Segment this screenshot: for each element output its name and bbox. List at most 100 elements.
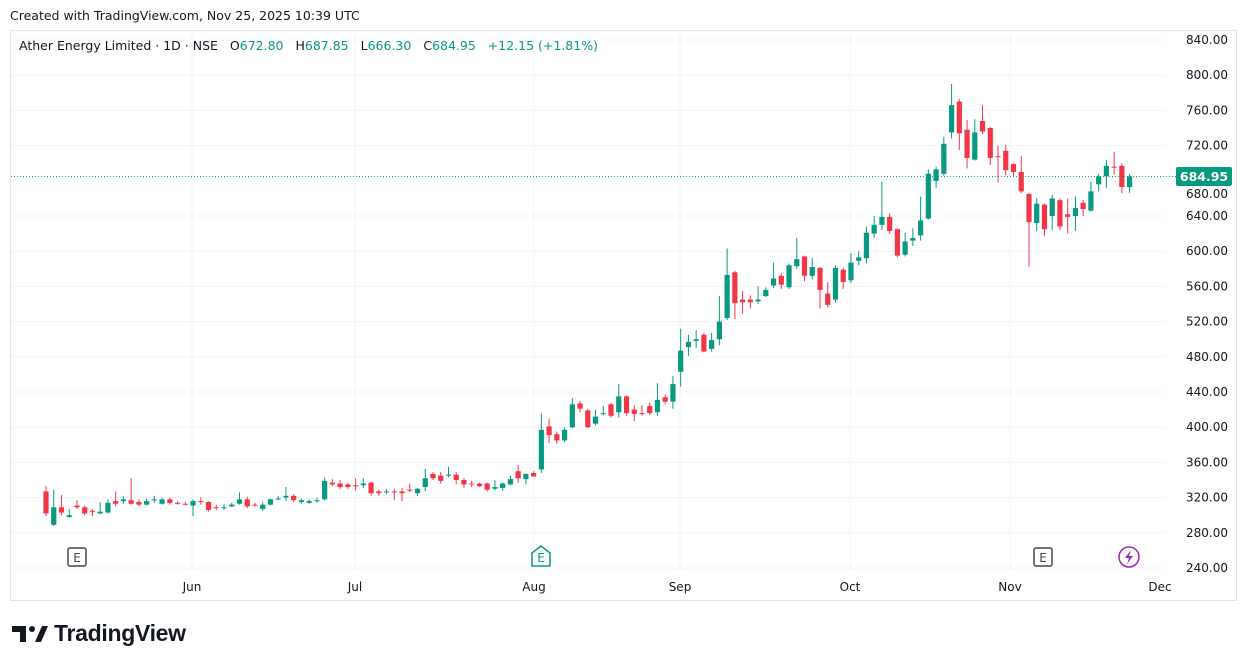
- candle-body: [1018, 172, 1024, 192]
- candle-body: [956, 101, 962, 134]
- candle-body: [863, 232, 870, 259]
- candle-up: [105, 499, 111, 514]
- candle-up: [948, 84, 955, 139]
- candle-body: [182, 503, 188, 505]
- candle-body: [314, 500, 320, 502]
- candle-body: [817, 267, 823, 290]
- candle-up: [383, 488, 390, 495]
- candle-up: [1096, 173, 1102, 192]
- candle-body: [159, 499, 165, 504]
- candle-down: [469, 480, 475, 488]
- candle-body: [507, 479, 513, 485]
- candle-up: [306, 499, 312, 504]
- candle-body: [979, 120, 986, 132]
- candle-up: [151, 495, 157, 503]
- candle-body: [647, 406, 653, 414]
- candle-up: [856, 251, 862, 266]
- candle-body: [763, 289, 769, 297]
- candle-down: [484, 482, 490, 492]
- candle-body: [144, 501, 150, 505]
- earnings-icon[interactable]: E: [1033, 547, 1053, 567]
- candle-body: [716, 321, 722, 340]
- candle-up: [670, 376, 676, 409]
- candle-up: [910, 228, 916, 246]
- candle-body: [97, 511, 103, 514]
- candle-body: [554, 434, 560, 441]
- earnings-label: E: [537, 551, 545, 565]
- candle-up: [190, 499, 196, 517]
- candle-body: [1034, 203, 1040, 224]
- candle-down: [252, 502, 258, 507]
- candle-up: [500, 482, 506, 491]
- candle-down: [662, 394, 668, 405]
- candle-body: [972, 132, 978, 160]
- candle-body: [531, 472, 537, 477]
- candle-body: [964, 129, 970, 158]
- candle-down: [1026, 193, 1032, 268]
- candle-body: [337, 483, 343, 488]
- lightning-icon[interactable]: [1118, 546, 1140, 568]
- candle-body: [1111, 166, 1117, 168]
- candle-body: [856, 257, 862, 261]
- candle-up: [144, 498, 150, 506]
- candle-up: [770, 262, 777, 289]
- candle-down: [747, 295, 753, 309]
- candle-down: [198, 497, 204, 505]
- candle-up: [755, 286, 761, 304]
- candle-up: [600, 406, 606, 416]
- candle-body: [438, 475, 444, 481]
- candle-body: [639, 413, 645, 415]
- candle-down: [453, 472, 459, 485]
- candle-body: [670, 384, 676, 402]
- candle-up: [1088, 181, 1094, 212]
- candle-down: [1065, 198, 1071, 234]
- open-label: O: [229, 38, 240, 53]
- candle-down: [74, 500, 80, 510]
- y-tick-label: 760.00: [1186, 103, 1228, 117]
- candle-up: [848, 252, 854, 283]
- candle-down: [554, 431, 560, 444]
- x-tick-label: Dec: [1148, 580, 1171, 594]
- candle-up: [360, 478, 366, 488]
- candle-down: [894, 228, 900, 258]
- candle-body: [453, 474, 459, 480]
- y-tick-label: 240.00: [1186, 561, 1228, 575]
- candle-down: [174, 501, 181, 505]
- earnings-label: E: [73, 551, 81, 565]
- candle-down: [515, 465, 521, 483]
- candle-body: [469, 483, 475, 485]
- candle-body: [902, 241, 908, 255]
- tradingview-logo[interactable]: TradingView: [12, 620, 186, 647]
- candle-body: [894, 229, 900, 256]
- candle-down: [647, 402, 653, 415]
- candle-up: [538, 413, 544, 473]
- candle-body: [701, 334, 707, 352]
- candle-body: [190, 501, 196, 506]
- candle-down: [631, 405, 637, 422]
- candle-body: [151, 499, 157, 501]
- candle-up: [763, 287, 769, 297]
- earnings-icon[interactable]: E: [531, 545, 551, 567]
- y-tick-label: 320.00: [1186, 491, 1228, 505]
- candle-up: [523, 473, 529, 485]
- time-axis: Jun Jul Aug Sep Oct Nov Dec: [182, 580, 1172, 594]
- candle-up: [229, 502, 235, 508]
- candle-body: [1041, 204, 1048, 230]
- candle-down: [1010, 163, 1017, 177]
- candle-down: [345, 482, 351, 489]
- candle-body: [592, 416, 599, 424]
- candle-down: [182, 502, 188, 506]
- candle-body: [391, 491, 397, 493]
- candle-body: [832, 267, 839, 300]
- candle-body: [383, 491, 390, 493]
- candle-body: [1003, 150, 1009, 171]
- candle-up: [693, 330, 699, 348]
- x-tick-label: Oct: [840, 580, 861, 594]
- earnings-icon[interactable]: E: [67, 547, 87, 567]
- candle-up: [786, 263, 792, 290]
- candle-body: [414, 488, 421, 494]
- candle-up: [507, 475, 513, 486]
- candle-down: [329, 479, 335, 487]
